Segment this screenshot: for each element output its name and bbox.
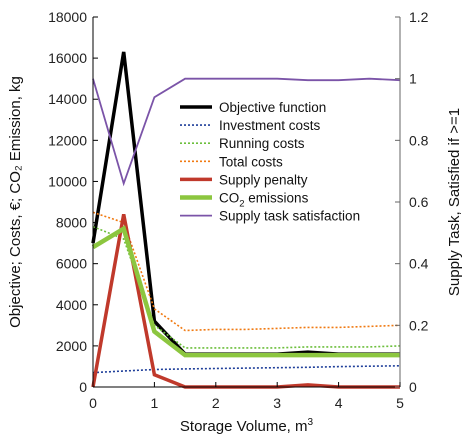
- x-tick-label: 4: [335, 395, 343, 411]
- x-tick-label: 2: [212, 395, 220, 411]
- y-tick-label: 14000: [48, 91, 87, 107]
- x-tick-label: 0: [89, 395, 97, 411]
- series-line-2: [92, 225, 401, 349]
- y2-tick-label: 0.8: [409, 132, 429, 148]
- legend-label-5: CO2 emissions: [219, 191, 309, 210]
- y2-tick-label: 0: [409, 379, 417, 395]
- legend-label-4: Supply penalty: [219, 172, 308, 187]
- y-tick-label: 12000: [48, 132, 87, 148]
- y-tick-label: 16000: [48, 50, 87, 66]
- x-tick-label: 1: [151, 395, 159, 411]
- y-tick-label: 6000: [56, 256, 87, 272]
- series-line-4: [91, 213, 400, 389]
- y2-tick-label: 0.4: [409, 256, 429, 272]
- legend-label-3: Total costs: [219, 154, 283, 169]
- y2-tick-label: 0.2: [409, 317, 429, 333]
- series-line-3: [92, 211, 401, 332]
- x-axis-title: Storage Volume, m3: [180, 417, 314, 435]
- legend-label-2: Running costs: [219, 136, 305, 151]
- y-tick-label: 0: [79, 379, 87, 395]
- y2-axis-title: Supply Task, Satisfied if >=1: [446, 108, 463, 296]
- x-tick-label: 5: [396, 395, 404, 411]
- y-tick-label: 8000: [56, 215, 87, 231]
- legend-label-rest: emissions: [245, 191, 309, 206]
- x-tick-label: 3: [273, 395, 281, 411]
- y-tick-label: 18000: [48, 9, 87, 25]
- x-axis-title-sup: 3: [308, 417, 314, 428]
- series-line-6: [92, 77, 401, 187]
- y-tick-label: 2000: [56, 338, 87, 354]
- series-line-1: [92, 365, 401, 374]
- legend-label-6: Supply task satisfaction: [219, 209, 360, 224]
- y-axis-title: Objective; Costs, €; CO₂ Emission, kg: [7, 76, 24, 328]
- legend-label-0: Objective function: [219, 100, 326, 115]
- y-tick-label: 4000: [56, 297, 87, 313]
- legend-label-1: Investment costs: [219, 118, 321, 133]
- y2-tick-label: 0.6: [409, 194, 429, 210]
- y2-tick-label: 1.2: [409, 9, 429, 25]
- y2-tick-label: 1: [409, 71, 417, 87]
- series-line-5: [91, 225, 400, 358]
- legend-label-sub: 2: [239, 199, 244, 210]
- y-tick-label: 10000: [48, 173, 87, 189]
